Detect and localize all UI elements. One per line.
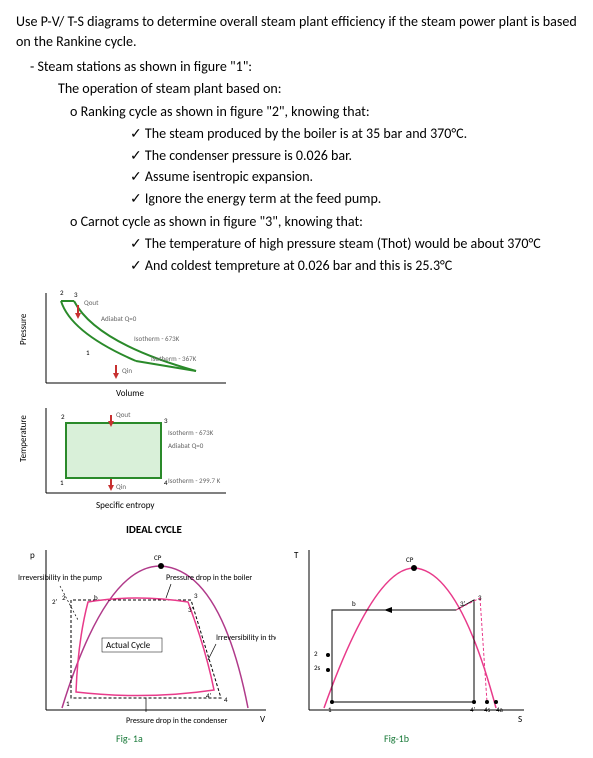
svg-text:2: 2 bbox=[314, 649, 318, 658]
svg-text:V: V bbox=[260, 714, 266, 725]
svg-text:3: 3 bbox=[74, 290, 78, 299]
svg-text:4s: 4s bbox=[484, 705, 491, 714]
pv-xaxis: Volume bbox=[116, 388, 144, 399]
svg-text:Qin: Qin bbox=[116, 482, 126, 491]
carnot-cycle-line: Carnot cycle as shown in figure "3", kno… bbox=[86, 212, 577, 232]
svg-text:T: T bbox=[294, 550, 299, 561]
svg-text:Adiabat Q=0: Adiabat Q=0 bbox=[168, 441, 204, 450]
svg-text:Irreversibility in the turbine: Irreversibility in the turbine bbox=[216, 633, 276, 643]
operation-line: The operation of steam plant based on: bbox=[16, 79, 577, 99]
svg-text:Qout: Qout bbox=[116, 410, 131, 419]
svg-text:b: b bbox=[94, 593, 98, 602]
fig1a-label: Fig- 1a bbox=[116, 732, 143, 746]
ideal-cycle-title: IDEAL CYCLE bbox=[126, 522, 182, 537]
qout-label: Qout bbox=[84, 298, 99, 307]
check-thot: The temperature of high pressure steam (… bbox=[146, 234, 577, 254]
check-boiler: The steam produced by the boiler is at 3… bbox=[146, 124, 577, 144]
adiabat-label: Adiabat Q=0 bbox=[101, 314, 137, 323]
svg-text:2: 2 bbox=[62, 593, 66, 602]
svg-text:4a: 4a bbox=[496, 705, 503, 714]
fig-1a: p V CP Irreversibility in the pump Press… bbox=[16, 540, 276, 746]
svg-text:2: 2 bbox=[60, 288, 64, 297]
check-tcold: And coldest tempreture at 0.026 bar and … bbox=[146, 256, 577, 276]
svg-text:1: 1 bbox=[86, 348, 90, 357]
svg-text:1: 1 bbox=[66, 699, 70, 708]
svg-text:4: 4 bbox=[224, 695, 228, 704]
rankine-cycle-line: Ranking cycle as shown in figure "2", kn… bbox=[86, 102, 577, 122]
ts-xaxis: Specific entropy bbox=[96, 500, 155, 511]
svg-text:4': 4' bbox=[470, 705, 476, 714]
svg-text:CP: CP bbox=[154, 553, 162, 562]
svg-text:2s: 2s bbox=[314, 663, 321, 672]
svg-text:Isotherm - 673K: Isotherm - 673K bbox=[168, 428, 214, 437]
svg-text:CP: CP bbox=[406, 555, 414, 564]
check-feedpump: Ignore the energy term at the feed pump. bbox=[146, 189, 577, 209]
svg-text:Isotherm - 299.7 K: Isotherm - 299.7 K bbox=[168, 476, 221, 485]
pv-yaxis: Pressure bbox=[18, 313, 29, 345]
check-condenser: The condenser pressure is 0.026 bar. bbox=[146, 146, 577, 166]
intro-text: Use P-V/ T-S diagrams to determine overa… bbox=[16, 12, 577, 51]
svg-text:2': 2' bbox=[52, 597, 58, 606]
iso2-label: Isotherm - 367K bbox=[151, 354, 197, 363]
svg-text:S: S bbox=[518, 714, 522, 725]
svg-text:3: 3 bbox=[478, 593, 482, 602]
svg-text:1: 1 bbox=[60, 478, 64, 487]
svg-text:b: b bbox=[352, 599, 356, 608]
qin-label: Qin bbox=[122, 366, 132, 375]
svg-text:3': 3' bbox=[188, 605, 194, 614]
check-isentropic: Assume isentropic expansion. bbox=[146, 167, 577, 187]
svg-text:3: 3 bbox=[164, 416, 168, 425]
fig1b-label: Fig-1b bbox=[384, 732, 409, 746]
svg-text:4': 4' bbox=[206, 691, 212, 700]
svg-text:3': 3' bbox=[460, 599, 466, 608]
bullet-steam-stations: Steam stations as shown in figure "1": bbox=[44, 57, 577, 77]
ts-carnot-diagram: Temperature Specific entropy 2 Qout 3 Is… bbox=[16, 403, 246, 518]
pv-diagram: Pressure Volume 2 Qout 3 Adiabat Q=0 Iso… bbox=[16, 283, 246, 403]
svg-text:Pressure drop in the condenser: Pressure drop in the condenser bbox=[126, 716, 228, 726]
iso1-label: Isotherm - 673K bbox=[134, 334, 180, 343]
svg-text:2: 2 bbox=[61, 412, 65, 421]
svg-text:1: 1 bbox=[328, 705, 332, 714]
ts-yaxis: Temperature bbox=[18, 415, 29, 462]
svg-text:Pressure drop in the boiler: Pressure drop in the boiler bbox=[166, 573, 252, 583]
svg-text:3: 3 bbox=[194, 591, 198, 600]
svg-text:Actual Cycle: Actual Cycle bbox=[106, 640, 151, 651]
svg-text:p: p bbox=[30, 550, 35, 561]
fig-1b: T S CP b 1 2s 2 3 bbox=[284, 540, 534, 746]
svg-text:Irreversibility in the pump: Irreversibility in the pump bbox=[18, 573, 102, 583]
